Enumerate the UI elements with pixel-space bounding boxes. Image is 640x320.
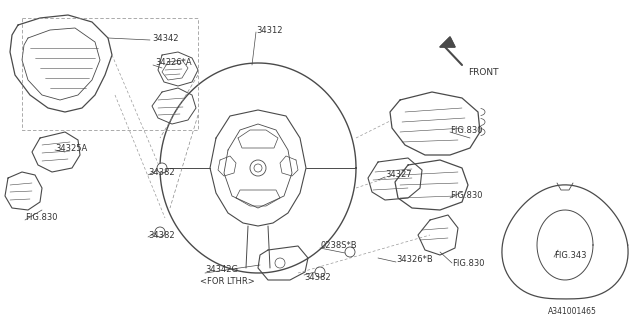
- Circle shape: [275, 258, 285, 268]
- Text: 34312: 34312: [256, 26, 282, 35]
- Text: 34382: 34382: [304, 274, 331, 283]
- Text: FIG.343: FIG.343: [554, 251, 586, 260]
- Circle shape: [157, 163, 167, 173]
- Circle shape: [250, 160, 266, 176]
- Text: 34326*A: 34326*A: [155, 58, 191, 67]
- Text: FIG.830: FIG.830: [450, 125, 483, 134]
- Text: FRONT: FRONT: [468, 68, 499, 76]
- Text: 34382: 34382: [148, 230, 175, 239]
- Circle shape: [345, 247, 355, 257]
- Polygon shape: [440, 37, 455, 47]
- Text: 34342: 34342: [152, 34, 179, 43]
- Text: 34325A: 34325A: [55, 143, 87, 153]
- Text: 34326*B: 34326*B: [396, 255, 433, 265]
- Text: FIG.830: FIG.830: [452, 259, 484, 268]
- Text: FIG.830: FIG.830: [450, 190, 483, 199]
- Text: 34327: 34327: [385, 170, 412, 179]
- Text: 34382: 34382: [148, 167, 175, 177]
- Text: FIG.830: FIG.830: [25, 213, 58, 222]
- Text: 34342G: 34342G: [205, 266, 238, 275]
- Circle shape: [254, 164, 262, 172]
- Text: 0238S*B: 0238S*B: [320, 241, 356, 250]
- Circle shape: [155, 227, 165, 237]
- Circle shape: [315, 267, 325, 277]
- Text: <FOR LTHR>: <FOR LTHR>: [200, 276, 255, 285]
- Text: A341001465: A341001465: [548, 308, 597, 316]
